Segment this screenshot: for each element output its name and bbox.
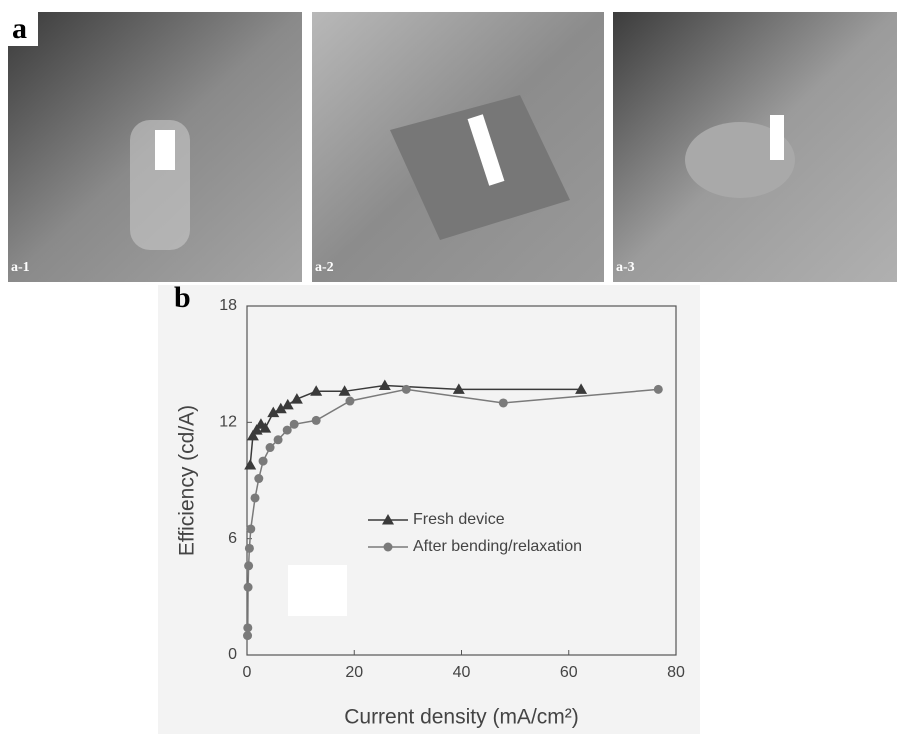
x-axis-label: Current density (mA/cm²) <box>344 706 579 729</box>
glow <box>770 115 784 160</box>
glow <box>155 130 175 170</box>
x-tick-label: 20 <box>345 664 363 681</box>
photo-label: a-1 <box>11 260 30 275</box>
data-point <box>244 543 254 553</box>
data-point <box>378 379 391 390</box>
data-point <box>274 402 287 414</box>
data-point <box>282 425 292 435</box>
device <box>390 95 570 240</box>
data-point <box>243 623 253 633</box>
data-point <box>254 474 264 484</box>
data-point <box>345 396 355 406</box>
legend-marker <box>383 542 393 552</box>
legend-label: After bending/relaxation <box>413 538 582 555</box>
panel-label: a <box>12 12 27 45</box>
data-point <box>244 458 257 470</box>
x-tick-label: 0 <box>243 664 252 681</box>
x-tick-label: 60 <box>560 664 578 681</box>
data-point <box>273 435 283 445</box>
data-point <box>250 493 260 503</box>
y-tick-label: 18 <box>219 297 237 314</box>
data-point <box>267 406 280 418</box>
label-box <box>8 12 38 46</box>
data-point <box>498 398 508 408</box>
data-point <box>246 524 256 534</box>
y-axis-label: Efficiency (cd/A) <box>176 405 199 556</box>
data-point <box>653 384 663 394</box>
data-point <box>259 422 272 433</box>
blank-patch <box>288 565 347 616</box>
chart-panel <box>158 285 700 734</box>
y-tick-label: 12 <box>219 414 237 431</box>
data-point <box>246 429 259 441</box>
data-point <box>452 383 465 394</box>
device <box>685 122 795 198</box>
photo-label: a-2 <box>315 260 334 275</box>
data-point <box>281 398 294 410</box>
x-tick-label: 40 <box>453 664 471 681</box>
data-point <box>310 385 323 396</box>
chart: 0 20 40 60 80 0 6 12 18 Current density (mA/cm²) E… <box>176 297 685 728</box>
data-point <box>338 385 351 396</box>
y-tick-label: 6 <box>228 530 237 547</box>
legend-marker <box>382 514 394 525</box>
data-point <box>243 631 253 641</box>
y-tick-label: 0 <box>228 646 237 663</box>
glow <box>467 114 505 186</box>
photo-label: a-3 <box>616 260 635 275</box>
panel-label: b <box>174 281 191 314</box>
data-point <box>290 393 303 404</box>
data-point <box>401 384 411 394</box>
data-point <box>311 415 321 425</box>
data-point <box>575 383 588 394</box>
legend-label: Fresh device <box>413 511 505 528</box>
x-tick-label: 80 <box>667 664 685 681</box>
data-point <box>289 419 299 429</box>
data-point <box>243 582 253 592</box>
data-point <box>244 561 254 571</box>
data-point <box>265 443 275 453</box>
data-point <box>258 456 268 466</box>
